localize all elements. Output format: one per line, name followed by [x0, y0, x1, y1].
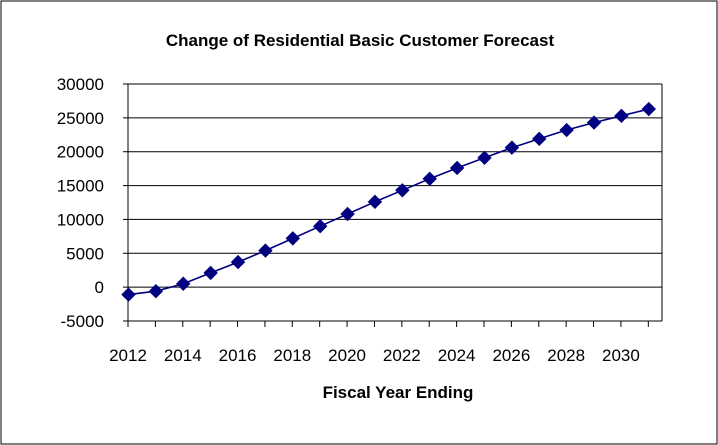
data-point [614, 108, 629, 124]
data-point [203, 265, 218, 281]
plot-area: -5000 0 5000 10000 15000 20000 25000 30000 2012 2… [57, 75, 663, 365]
x-tick-label: 2028 [547, 346, 585, 365]
x-tick-label: 2030 [602, 346, 640, 365]
y-tick-label: 20000 [57, 143, 104, 162]
data-point [312, 218, 328, 234]
x-tick-label: 2024 [438, 346, 476, 365]
data-point [258, 243, 273, 258]
x-tick-label: 2016 [219, 346, 257, 365]
x-tick-label: 2020 [328, 346, 366, 365]
y-tick-label: 0 [95, 278, 104, 297]
y-tick-label: -5000 [61, 312, 104, 331]
y-tick-label: 30000 [57, 75, 104, 94]
x-tick-label: 2022 [383, 346, 421, 365]
x-tick-label: 2026 [492, 346, 530, 365]
data-point [176, 276, 191, 291]
data-point [285, 231, 301, 246]
data-point [641, 101, 657, 117]
data-point [230, 254, 246, 270]
y-tick-label: 10000 [57, 210, 104, 229]
chart-title: Change of Residential Basic Customer For… [166, 31, 555, 50]
data-point [340, 206, 355, 222]
data-point [395, 183, 410, 198]
data-point [586, 115, 602, 130]
data-point [504, 140, 520, 155]
data-point [477, 150, 492, 166]
y-tick-label: 25000 [57, 109, 104, 128]
x-tick-label: 2012 [109, 346, 147, 365]
x-axis-title: Fiscal Year Ending [323, 383, 474, 402]
data-point [559, 122, 574, 138]
x-tick-label: 2014 [164, 346, 202, 365]
y-tick-label: 5000 [66, 244, 104, 263]
data-point [121, 287, 136, 302]
data-point [532, 131, 547, 147]
data-point [449, 160, 465, 176]
x-tick-label: 2018 [273, 346, 311, 365]
y-tick-label: 15000 [57, 177, 104, 196]
data-point [422, 171, 437, 187]
data-point [148, 283, 164, 299]
data-point [367, 194, 383, 210]
